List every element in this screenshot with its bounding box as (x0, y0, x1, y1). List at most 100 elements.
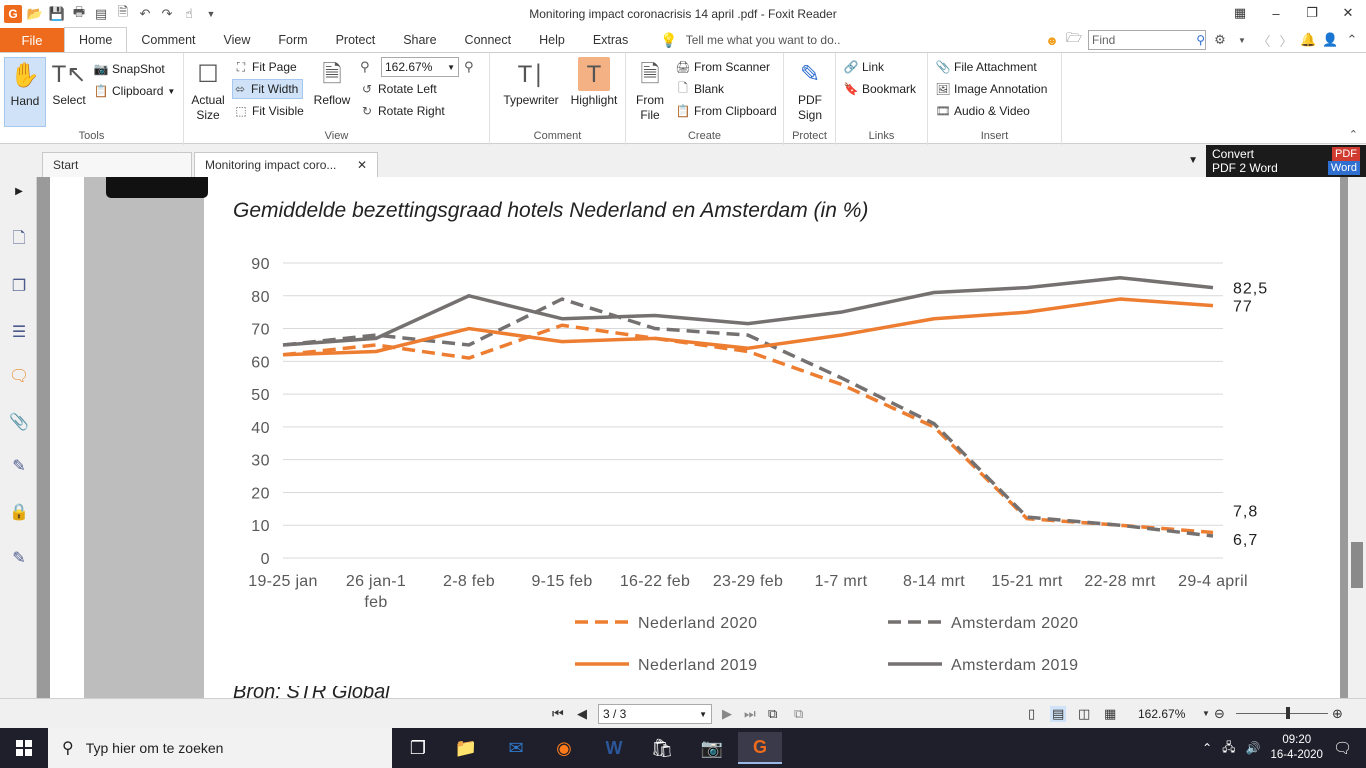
chevron-down-icon[interactable]: ▼ (1238, 35, 1246, 45)
collapse-ribbon-icon[interactable]: ⌃ (1348, 129, 1358, 141)
find-input[interactable]: Find ⚲ (1088, 30, 1206, 50)
word-icon[interactable]: W (605, 737, 623, 758)
camera-app-icon[interactable]: 📷 (700, 737, 724, 758)
convert-pdf-to-word-banner[interactable]: Convert PDF 2 Word PDF Word (1206, 145, 1366, 177)
tab-list-dropdown-icon[interactable]: ▼ (1188, 155, 1198, 166)
zoom-dropdown-icon[interactable]: ▼ (1202, 709, 1210, 718)
hand-button[interactable]: ✋ Hand (4, 57, 46, 127)
action-center-icon[interactable]: 🗨 (1332, 740, 1352, 757)
notification-bell-icon[interactable]: 🔔 (1300, 32, 1317, 47)
actual-size-button[interactable]: ☐ Actual Size (188, 57, 228, 123)
vertical-scrollbar[interactable] (1348, 177, 1366, 698)
store-icon[interactable]: 🛍 (650, 737, 674, 758)
tab-protect[interactable]: Protect (335, 33, 376, 47)
zoom-in-icon[interactable]: ⚲ (464, 59, 474, 74)
typewriter-button[interactable]: T∣ Typewriter (500, 57, 562, 108)
from-clipboard-button[interactable]: 📋 From Clipboard (676, 101, 777, 121)
zoom-out-icon[interactable]: ⊖ (1214, 706, 1225, 721)
restore-small-icon[interactable]: ▦ (1233, 5, 1247, 20)
zoom-in-icon[interactable]: ⊕ (1332, 706, 1343, 721)
start-button[interactable] (0, 728, 48, 768)
zoom-out-icon[interactable]: ⚲ (360, 59, 370, 74)
highlight-button[interactable]: T Highlight (566, 57, 622, 108)
last-page-icon[interactable]: ⏭ (744, 706, 756, 721)
pages-icon[interactable]: ❐ (11, 278, 27, 295)
comments-icon[interactable]: 🗨 (8, 368, 30, 385)
restore-icon[interactable]: ❐ (1306, 5, 1318, 20)
print-icon[interactable]: 🖶 (72, 4, 86, 19)
image-annotation-button[interactable]: 🖼 Image Annotation (935, 79, 1047, 99)
hand-tool-icon[interactable]: ☝ (185, 6, 193, 21)
clipboard-button[interactable]: 📋 Clipboard ▼ (94, 81, 176, 101)
tab-home[interactable]: Home (64, 27, 128, 52)
close-icon[interactable]: ✕ (356, 158, 367, 172)
volume-icon[interactable]: 🔊 (1245, 741, 1261, 755)
file-explorer-icon[interactable]: 📁 (454, 737, 478, 758)
search-folder-icon[interactable]: 🗁 (1066, 30, 1083, 45)
next-view-icon[interactable]: ⧉ (794, 706, 804, 721)
next-page-icon[interactable]: ▶ (722, 706, 732, 721)
snapshot-button[interactable]: 📷 SnapShot (94, 59, 165, 79)
facing-page-icon[interactable]: ◫ (1078, 706, 1091, 721)
layers-icon[interactable]: ☰ (11, 324, 27, 341)
fit-width-button[interactable]: ⬄ Fit Width (232, 79, 304, 99)
previous-page-icon[interactable]: ◀ (577, 706, 587, 721)
tab-document[interactable]: Monitoring impact coro... ✕ (194, 152, 378, 177)
taskbar-search[interactable]: ⚲ Typ hier om te zoeken (48, 728, 392, 768)
search-icon[interactable]: ⚲ (1196, 33, 1205, 47)
smiley-feedback-icon[interactable]: ☻ (1045, 32, 1059, 48)
rotate-left-button[interactable]: ↺ Rotate Left (360, 79, 437, 99)
minimize-icon[interactable]: – (1272, 5, 1280, 21)
foxit-logo-icon[interactable]: G (4, 5, 22, 23)
fit-visible-button[interactable]: ⬚ Fit Visible (234, 101, 303, 121)
rotate-right-button[interactable]: ↻ Rotate Right (360, 101, 445, 121)
foxit-reader-icon[interactable]: G (738, 732, 782, 764)
zoom-level[interactable]: 162.67% (1138, 707, 1186, 721)
file-attachment-button[interactable]: 📎 File Attachment (936, 57, 1037, 77)
blank-button[interactable]: 🗋 Blank (676, 79, 724, 99)
tab-extras[interactable]: Extras (592, 33, 629, 47)
tab-comment[interactable]: Comment (141, 33, 196, 47)
from-scanner-button[interactable]: 🖨 From Scanner (675, 57, 770, 77)
tab-connect[interactable]: Connect (464, 33, 512, 47)
gear-icon[interactable]: ⚙ (1214, 32, 1226, 47)
collapse-ribbon-icon[interactable]: ⌃ (1346, 32, 1358, 47)
page-number-input[interactable]: 3 / 3 ▼ (598, 704, 712, 724)
task-view-icon[interactable]: ❐ (409, 737, 427, 758)
save-icon[interactable]: 💾 (48, 6, 66, 21)
tab-share[interactable]: Share (403, 33, 437, 47)
security-lock-icon[interactable]: 🔒 (9, 504, 29, 521)
expand-panel-icon[interactable]: ▶ (15, 185, 23, 197)
redo-icon[interactable]: ↷ (161, 6, 173, 21)
audio-video-button[interactable]: 🎞 Audio & Video (935, 101, 1029, 121)
continuous-facing-icon[interactable]: ▦ (1104, 706, 1117, 721)
zoom-select[interactable]: 162.67% ▼ (381, 57, 459, 77)
digital-signature-icon[interactable]: ✎ (12, 458, 26, 475)
customize-qat-icon[interactable]: ▼ (206, 9, 216, 19)
continuous-page-icon[interactable]: ▤ (1050, 706, 1067, 722)
link-button[interactable]: 🔗 Link (844, 57, 884, 77)
firefox-icon[interactable]: ◉ (556, 737, 572, 758)
undo-icon[interactable]: ↶ (139, 6, 151, 21)
fit-page-button[interactable]: ⛶ Fit Page (234, 57, 297, 77)
network-icon[interactable]: 🖧 (1222, 739, 1236, 754)
new-icon[interactable]: 🗎 (117, 4, 129, 19)
single-page-icon[interactable]: ▯ (1028, 706, 1036, 721)
attachments-icon[interactable]: 📎 (9, 414, 29, 431)
next-result-icon[interactable]: 〉 (1279, 33, 1293, 49)
tab-form[interactable]: Form (278, 33, 308, 47)
show-hidden-icons-icon[interactable]: ⌃ (1202, 741, 1213, 755)
previous-result-icon[interactable]: 〈 (1257, 33, 1271, 49)
outlook-icon[interactable]: ✉ (508, 737, 524, 758)
open-icon[interactable]: 📂 (26, 6, 44, 21)
scrollbar-thumb[interactable] (1351, 542, 1363, 588)
file-tab[interactable]: File (0, 28, 64, 52)
tab-view[interactable]: View (223, 33, 251, 47)
page-thumbnails-icon[interactable]: 🗋 (12, 229, 26, 247)
tell-me-box[interactable]: 💡 Tell me what you want to do.. (660, 28, 840, 52)
zoom-slider-handle[interactable] (1286, 707, 1290, 719)
user-sign-icon[interactable]: ✎ (12, 550, 26, 567)
zoom-slider[interactable] (1236, 713, 1328, 714)
bookmark-button[interactable]: 🔖 Bookmark (844, 79, 917, 99)
pdf-sign-button[interactable]: ✎ PDF Sign (790, 57, 830, 123)
